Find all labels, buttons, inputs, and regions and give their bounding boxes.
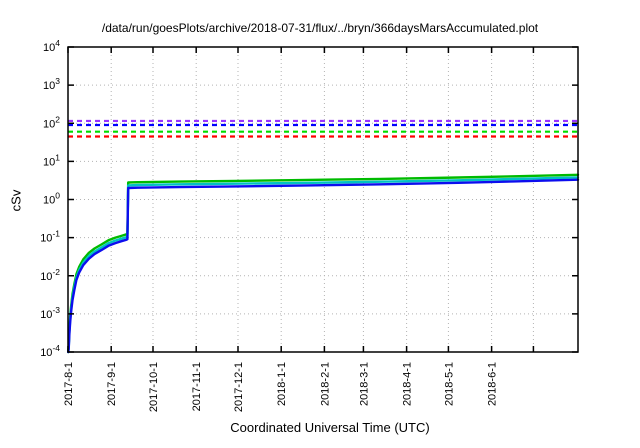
x-tick-label: 2017-9-1	[106, 362, 118, 406]
y-tick-label: 10-2	[40, 267, 60, 283]
x-tick-label: 2018-2-1	[319, 362, 331, 406]
plot-title: /data/run/goesPlots/archive/2018-07-31/f…	[101, 21, 539, 35]
x-tick-label: 2017-11-1	[191, 362, 203, 411]
y-tick-label: 101	[43, 152, 60, 168]
y-tick-label: 10-1	[40, 229, 60, 245]
x-tick-label: 2018-5-1	[443, 362, 455, 406]
x-axis-label: Coordinated Universal Time (UTC)	[230, 420, 430, 435]
series-accumulated-dose-green	[66, 173, 580, 354]
y-tick-label: 104	[43, 38, 60, 54]
y-tick-label: 10-4	[40, 343, 60, 359]
series-accumulated-dose-cyan	[66, 176, 580, 354]
x-tick-label: 2017-12-1	[233, 362, 245, 412]
x-tick-label: 2018-6-1	[487, 362, 499, 406]
series-accumulated-dose-blue	[66, 178, 580, 354]
x-tick-label: 2018-3-1	[358, 362, 370, 406]
y-tick-label: 10-3	[40, 305, 60, 321]
y-tick-label: 103	[43, 76, 60, 92]
y-tick-label: 102	[43, 114, 60, 130]
x-tick-label: 2017-8-1	[63, 362, 75, 406]
y-tick-label: 100	[43, 191, 60, 207]
x-tick-label: 2018-1-1	[276, 362, 288, 406]
x-tick-label: 2018-4-1	[402, 362, 414, 406]
x-tick-label: 2017-10-1	[148, 362, 160, 412]
